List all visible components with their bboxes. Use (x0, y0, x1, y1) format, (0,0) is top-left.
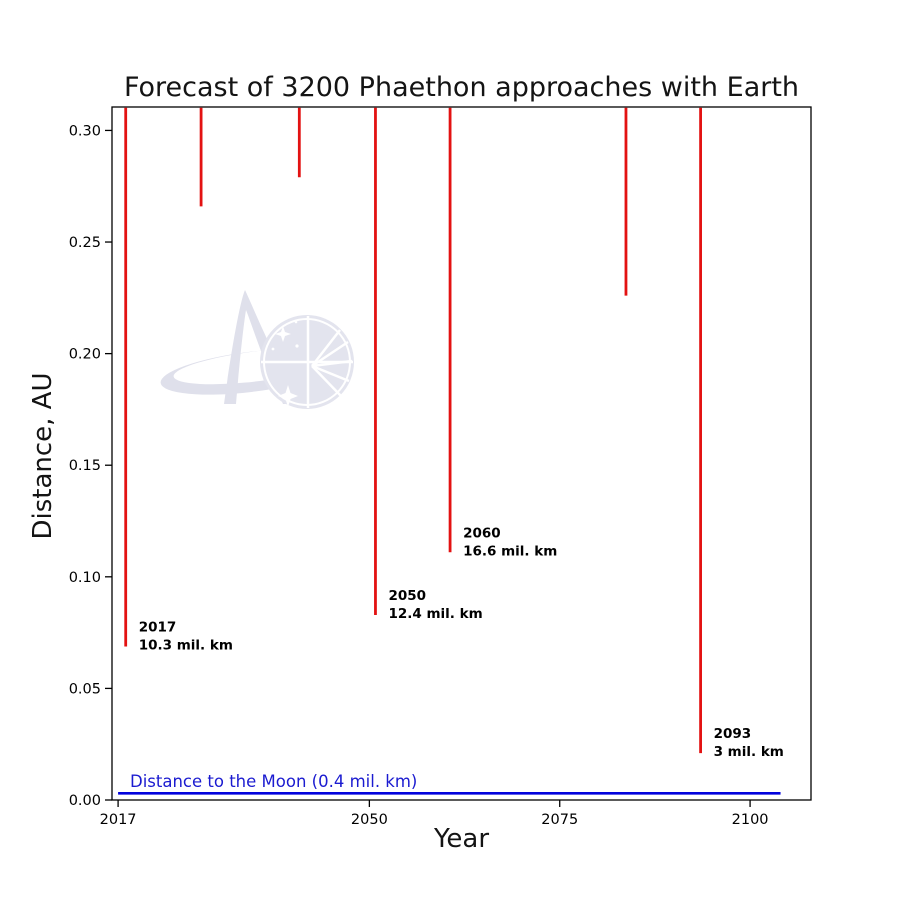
y-tick-label: 0.05 (69, 681, 101, 697)
moon-distance-label: Distance to the Moon (0.4 mil. km) (130, 772, 417, 791)
annotation-distance: 16.6 mil. km (463, 543, 557, 559)
y-tick-label: 0.15 (69, 458, 101, 474)
annotation-distance: 10.3 mil. km (139, 637, 233, 653)
y-tick-label: 0.10 (69, 570, 101, 586)
x-tick-label: 2100 (732, 812, 769, 828)
y-tick-label: 0.25 (69, 235, 101, 251)
annotation-distance: 3 mil. km (714, 744, 784, 760)
annotation-year: 2060 (463, 525, 501, 541)
watermark-logo (160, 290, 354, 409)
annotation-year: 2017 (139, 619, 177, 635)
annotation-distance: 12.4 mil. km (388, 606, 482, 622)
watermark-emblem-lines (261, 316, 353, 408)
x-tick-label: 2050 (351, 812, 388, 828)
annotation-year: 2093 (714, 726, 752, 742)
watermark-stars-icon (271, 320, 299, 407)
x-axis-label: Year (433, 824, 490, 854)
chart-title: Forecast of 3200 Phaethon approaches wit… (123, 72, 800, 103)
x-tick-label: 2017 (100, 812, 137, 828)
y-tick-label: 0.30 (69, 123, 101, 139)
x-tick-label: 2075 (541, 812, 578, 828)
y-axis-label: Distance, AU (28, 372, 58, 540)
y-tick-label: 0.20 (69, 347, 101, 363)
y-tick-label: 0.00 (69, 793, 101, 809)
annotation-year: 2050 (388, 588, 426, 604)
axes-frame (111, 106, 812, 801)
